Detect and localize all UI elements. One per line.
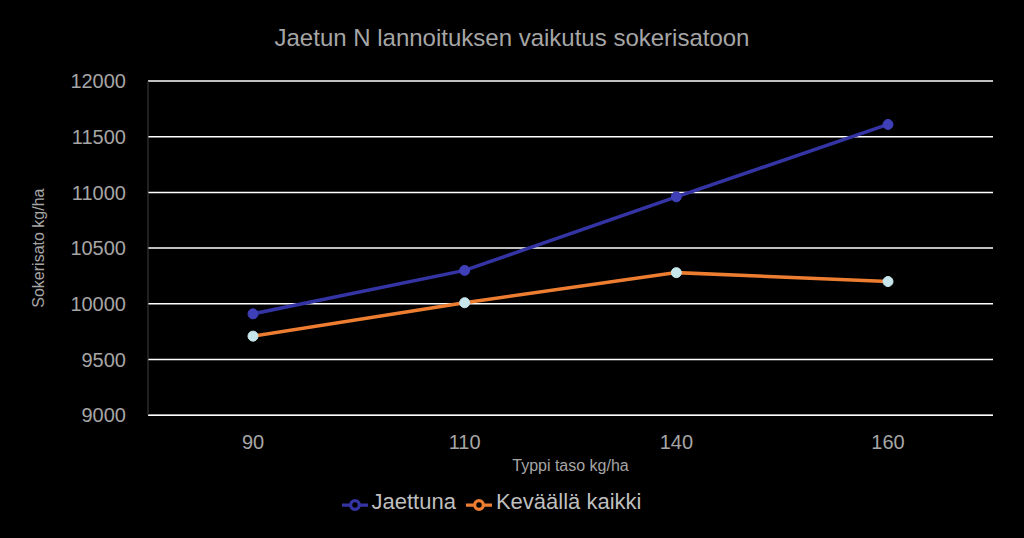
svg-text:160: 160 <box>871 431 904 453</box>
svg-text:10500: 10500 <box>70 237 126 259</box>
svg-text:11500: 11500 <box>72 126 126 148</box>
svg-text:140: 140 <box>660 431 693 453</box>
svg-text:90: 90 <box>242 431 264 453</box>
svg-text:11000: 11000 <box>72 182 126 204</box>
html-text:Jaetun N lannoituksen vaikutus: Jaetun N lannoituksen vaikutus sokerisat… <box>274 24 750 51</box>
html-text:Jaettuna: Jaettuna <box>371 489 456 515</box>
svg-text:9000: 9000 <box>82 404 127 426</box>
svg-text:12000: 12000 <box>70 70 126 92</box>
svg-text:10000: 10000 <box>70 293 126 315</box>
svg-text:Sokerisato kg/ha: Sokerisato kg/ha <box>30 188 47 307</box>
svg-text:Typpi taso kg/ha: Typpi taso kg/ha <box>512 457 629 474</box>
html-text:Keväällä kaikki: Keväällä kaikki <box>495 489 642 515</box>
svg-text:9500: 9500 <box>82 349 127 371</box>
svg-text:110: 110 <box>449 431 481 453</box>
